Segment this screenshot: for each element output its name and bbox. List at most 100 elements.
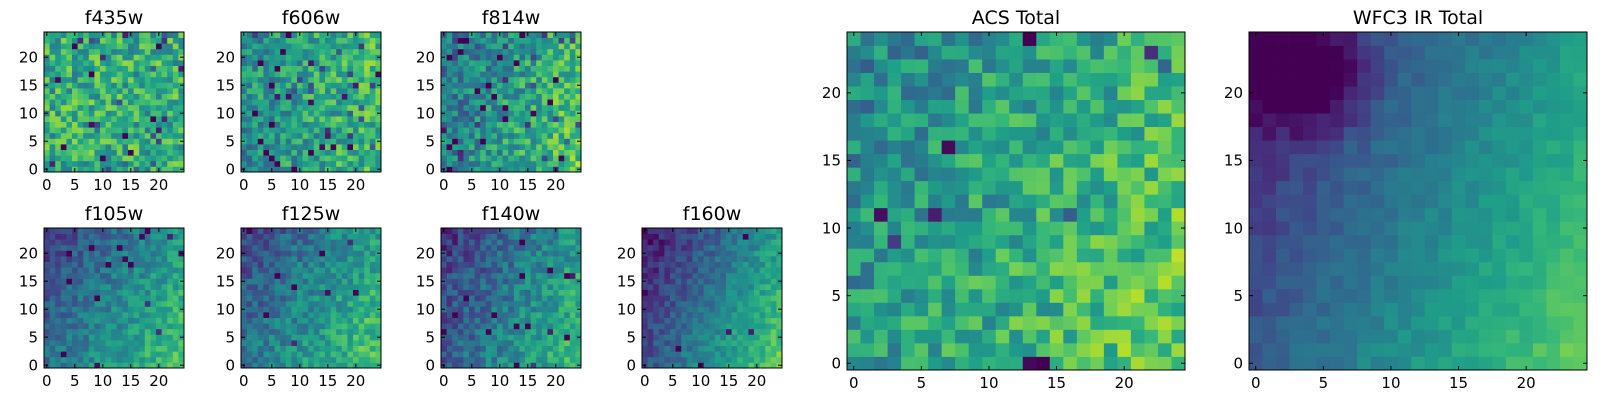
heatmap-cell bbox=[547, 239, 554, 246]
heatmap-cell bbox=[291, 340, 298, 346]
heatmap-cell bbox=[653, 312, 660, 318]
heatmap-cell bbox=[463, 323, 470, 330]
heatmap-cell bbox=[150, 149, 157, 156]
heatmap-cell bbox=[178, 160, 185, 167]
heatmap-cell bbox=[928, 329, 943, 344]
heatmap-cell bbox=[847, 167, 861, 182]
heatmap-cell bbox=[139, 244, 146, 251]
heatmap-cell bbox=[530, 306, 537, 313]
heatmap-cell bbox=[364, 334, 371, 341]
heatmap-cell bbox=[375, 356, 382, 363]
heatmap-cell bbox=[731, 267, 738, 274]
heatmap-cell bbox=[274, 37, 281, 44]
heatmap-cell bbox=[122, 362, 129, 369]
heatmap-cell bbox=[714, 328, 721, 335]
heatmap-cell bbox=[144, 166, 151, 173]
heatmap-cell bbox=[167, 317, 174, 324]
heatmap-cell bbox=[675, 261, 682, 268]
heatmap-cell bbox=[302, 110, 309, 117]
heatmap-cell bbox=[686, 233, 693, 240]
heatmap-cell bbox=[508, 76, 515, 83]
heatmap-cell bbox=[274, 144, 281, 150]
heatmap-cell bbox=[144, 54, 151, 61]
heatmap-cell bbox=[49, 228, 56, 234]
heatmap-cell bbox=[257, 144, 264, 150]
heatmap-cell bbox=[525, 334, 531, 341]
heatmap-cell bbox=[150, 32, 157, 38]
heatmap-cell bbox=[692, 334, 699, 341]
heatmap-cell bbox=[172, 82, 179, 89]
heatmap-cell bbox=[658, 317, 665, 324]
heatmap-cell bbox=[156, 267, 162, 274]
heatmap-cell bbox=[313, 138, 320, 145]
heatmap-cell bbox=[274, 244, 281, 251]
heatmap-cell bbox=[480, 306, 487, 313]
heatmap-cell bbox=[178, 32, 185, 38]
heatmap-cell bbox=[55, 323, 62, 330]
heatmap-cell bbox=[485, 149, 492, 156]
heatmap-cell bbox=[485, 48, 492, 55]
heatmap-cell bbox=[302, 99, 309, 106]
heatmap-cell bbox=[88, 328, 95, 335]
heatmap-cell bbox=[457, 250, 464, 257]
heatmap-cell bbox=[553, 60, 559, 66]
heatmap-cell bbox=[167, 155, 174, 162]
heatmap-cell bbox=[178, 155, 185, 162]
heatmap-cell bbox=[765, 250, 772, 257]
heatmap-cell bbox=[491, 132, 498, 139]
heatmap-cell bbox=[525, 239, 531, 246]
heatmap-cell bbox=[72, 104, 78, 111]
heatmap-cell bbox=[313, 32, 320, 38]
heatmap-cell bbox=[156, 88, 162, 94]
heatmap-cell bbox=[77, 317, 84, 324]
heatmap-cell bbox=[246, 88, 253, 94]
heatmap-cell bbox=[44, 155, 50, 162]
heatmap-cell bbox=[1036, 275, 1051, 290]
heatmap-cell bbox=[172, 362, 179, 369]
heatmap-cell bbox=[364, 351, 371, 358]
x-tick-label: 10 bbox=[93, 176, 112, 194]
heatmap-cell bbox=[347, 155, 354, 162]
heatmap-cell bbox=[291, 104, 298, 111]
heatmap-cell bbox=[491, 127, 498, 134]
heatmap-cell bbox=[269, 138, 275, 145]
heatmap-cell bbox=[530, 149, 537, 156]
heatmap-cell bbox=[341, 104, 348, 111]
heatmap-cell bbox=[485, 65, 492, 72]
heatmap-cell bbox=[144, 284, 151, 290]
heatmap-cell bbox=[569, 127, 576, 134]
heatmap-cell bbox=[485, 306, 492, 313]
heatmap-cell bbox=[325, 99, 331, 106]
heatmap-cell bbox=[133, 127, 140, 134]
heatmap-cell bbox=[469, 93, 475, 100]
heatmap-cell bbox=[369, 289, 376, 296]
heatmap-cell bbox=[474, 37, 481, 44]
heatmap-cell bbox=[765, 244, 772, 251]
heatmap-cell bbox=[692, 233, 699, 240]
heatmap-cell bbox=[369, 166, 376, 173]
heatmap-cell bbox=[122, 138, 129, 145]
heatmap-cell bbox=[156, 284, 162, 290]
heatmap-cell bbox=[274, 239, 281, 246]
heatmap-cell bbox=[241, 88, 247, 94]
heatmap-cell bbox=[72, 250, 78, 257]
heatmap-cell bbox=[731, 289, 738, 296]
heatmap-cell bbox=[698, 244, 704, 251]
heatmap-cell bbox=[564, 110, 571, 117]
heatmap-cell bbox=[285, 328, 292, 335]
heatmap-cell bbox=[441, 71, 447, 78]
heatmap-cell bbox=[139, 71, 146, 78]
heatmap-cell bbox=[457, 110, 464, 117]
heatmap-cell bbox=[161, 323, 168, 330]
heatmap-cell bbox=[441, 99, 447, 106]
heatmap-cell bbox=[1022, 356, 1037, 371]
heatmap-cell bbox=[49, 166, 56, 173]
heatmap-cell bbox=[469, 233, 475, 240]
heatmap-cell bbox=[274, 132, 281, 139]
heatmap-cell bbox=[513, 334, 520, 341]
heatmap-cell bbox=[692, 244, 699, 251]
heatmap-cell bbox=[105, 104, 112, 111]
heatmap-cell bbox=[1144, 234, 1159, 249]
heatmap-cell bbox=[968, 248, 983, 263]
